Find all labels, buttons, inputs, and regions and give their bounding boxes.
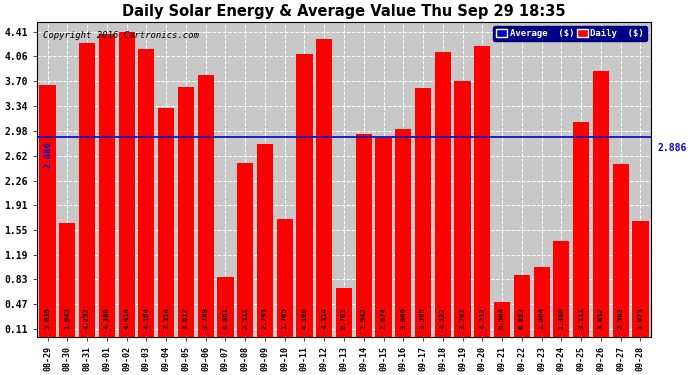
Text: 1.004: 1.004 — [539, 307, 544, 328]
Bar — [593, 70, 609, 337]
Bar — [533, 267, 550, 337]
Text: 2.511: 2.511 — [242, 307, 248, 328]
Title: Daily Solar Energy & Average Value Thu Sep 29 18:35: Daily Solar Energy & Average Value Thu S… — [122, 4, 566, 19]
Text: 0.701: 0.701 — [341, 307, 347, 328]
Bar — [178, 87, 194, 337]
Text: 1.705: 1.705 — [282, 307, 288, 328]
Bar — [316, 39, 333, 337]
Text: 3.314: 3.314 — [163, 307, 169, 328]
Bar — [257, 144, 273, 337]
Bar — [99, 34, 115, 337]
Bar — [336, 288, 352, 337]
Bar — [158, 108, 175, 337]
Bar — [39, 86, 56, 337]
Text: 1.643: 1.643 — [64, 307, 70, 328]
Text: 4.212: 4.212 — [480, 307, 485, 328]
Text: 4.414: 4.414 — [124, 307, 130, 328]
Bar — [632, 221, 649, 337]
Text: 0.893: 0.893 — [519, 307, 525, 328]
Text: 4.314: 4.314 — [322, 307, 327, 328]
Bar — [119, 32, 135, 337]
Text: 4.122: 4.122 — [440, 307, 446, 328]
Bar — [237, 163, 253, 337]
Bar — [395, 129, 411, 337]
Text: 2.886: 2.886 — [658, 143, 687, 153]
Text: 3.852: 3.852 — [598, 307, 604, 328]
Bar — [514, 275, 530, 337]
Text: 0.861: 0.861 — [222, 307, 228, 328]
Bar — [297, 54, 313, 337]
Text: 4.252: 4.252 — [84, 307, 90, 328]
Text: 2.874: 2.874 — [380, 307, 386, 328]
Bar — [197, 75, 214, 337]
Bar — [573, 122, 589, 337]
Text: 3.595: 3.595 — [420, 307, 426, 328]
Text: 4.388: 4.388 — [104, 307, 110, 328]
Bar — [138, 49, 155, 337]
Text: 3.639: 3.639 — [45, 307, 50, 328]
Bar — [455, 81, 471, 337]
Bar — [59, 223, 75, 337]
Text: 1.673: 1.673 — [638, 307, 644, 328]
Text: 0.504: 0.504 — [499, 307, 505, 328]
Bar — [355, 134, 372, 337]
Text: 2.886: 2.886 — [43, 141, 52, 168]
Text: 4.164: 4.164 — [144, 307, 149, 328]
Text: 3.006: 3.006 — [400, 307, 406, 328]
Bar — [613, 164, 629, 337]
Bar — [494, 302, 510, 337]
Bar — [79, 43, 95, 337]
Text: 3.111: 3.111 — [578, 307, 584, 328]
Text: 3.617: 3.617 — [183, 307, 189, 328]
Text: Copyright 2016 Cartronics.com: Copyright 2016 Cartronics.com — [43, 31, 199, 40]
Bar — [474, 46, 491, 337]
Bar — [553, 242, 569, 337]
Text: 3.701: 3.701 — [460, 307, 466, 328]
Bar — [415, 88, 431, 337]
Text: 4.100: 4.100 — [302, 307, 308, 328]
Legend: Average  ($), Daily  ($): Average ($), Daily ($) — [493, 26, 647, 40]
Text: 3.789: 3.789 — [203, 307, 208, 328]
Bar — [277, 219, 293, 337]
Text: 1.380: 1.380 — [558, 307, 564, 328]
Bar — [435, 52, 451, 337]
Text: 2.502: 2.502 — [618, 307, 624, 328]
Text: 2.942: 2.942 — [361, 307, 367, 328]
Text: 2.795: 2.795 — [262, 307, 268, 328]
Bar — [375, 138, 392, 337]
Bar — [217, 278, 233, 337]
